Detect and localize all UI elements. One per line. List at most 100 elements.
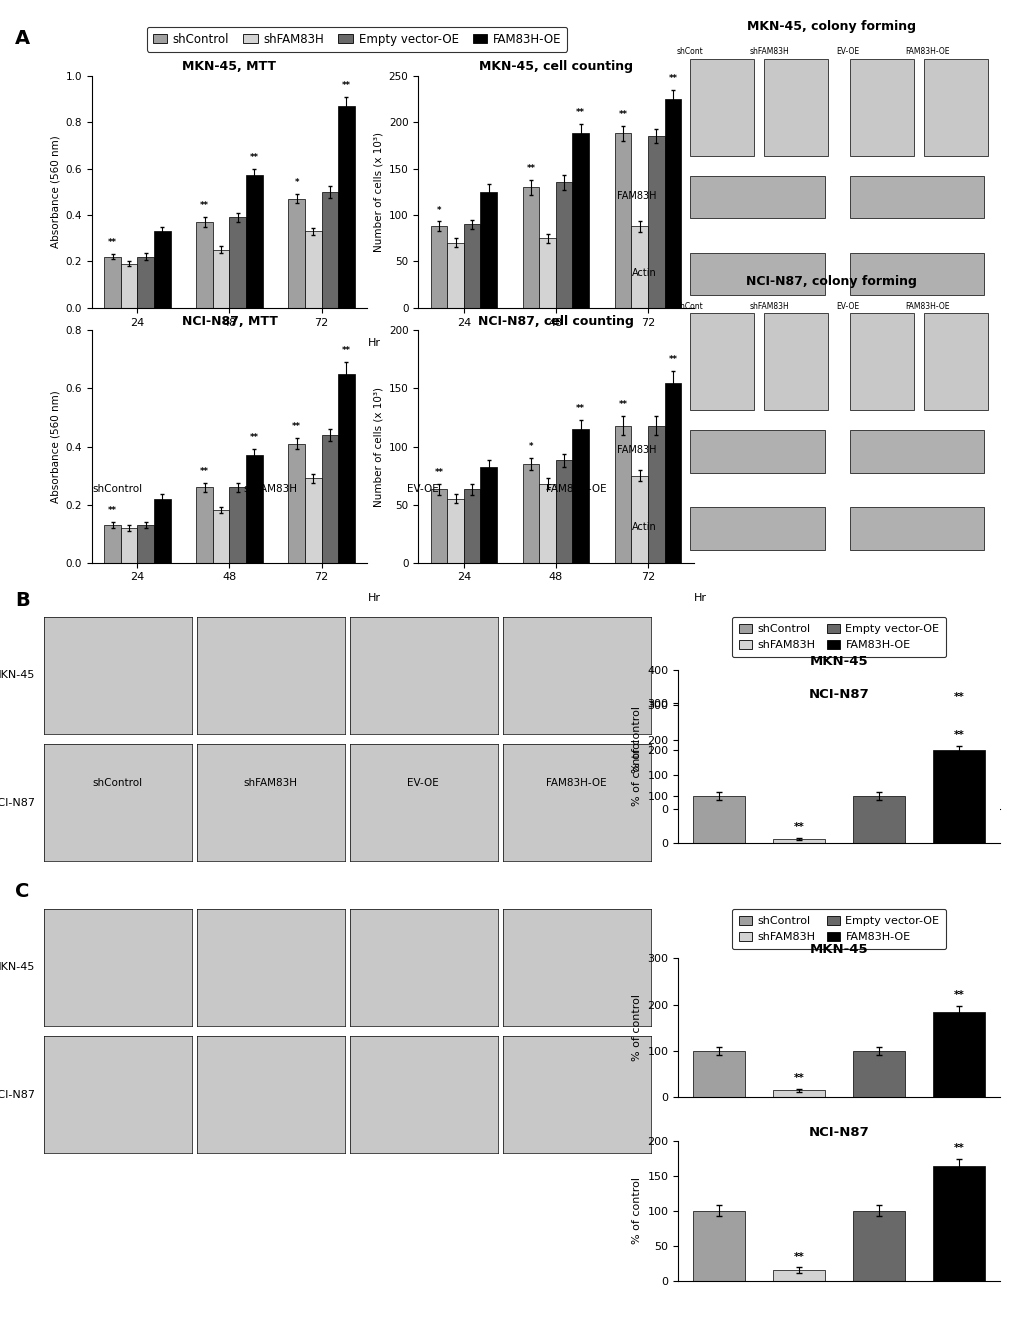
Bar [852, 1051, 904, 1097]
Text: EV-OE: EV-OE [836, 303, 859, 311]
Text: FAM83H-OE: FAM83H-OE [904, 48, 949, 56]
Bar [663, 382, 681, 563]
Y-axis label: % of control: % of control [632, 706, 641, 774]
Bar [849, 252, 983, 296]
Bar [849, 430, 983, 474]
Title: NCI-N87, cell counting: NCI-N87, cell counting [478, 314, 633, 328]
Text: **: ** [953, 1143, 963, 1153]
Legend: shControl, shFAM83H, Empty vector-OE, FAM83H-OE: shControl, shFAM83H, Empty vector-OE, FA… [147, 27, 567, 52]
Bar [932, 717, 984, 809]
Text: **: ** [793, 783, 804, 794]
Text: **: ** [200, 467, 209, 476]
Text: **: ** [793, 821, 804, 832]
Bar [447, 243, 464, 308]
Bar [647, 135, 663, 308]
Text: **: ** [434, 467, 443, 476]
Text: **: ** [291, 422, 301, 431]
Bar [932, 1011, 984, 1097]
Text: **: ** [793, 1251, 804, 1262]
Text: shFAM83H: shFAM83H [748, 48, 788, 56]
Bar [852, 1210, 904, 1281]
Text: shFAM83H: shFAM83H [244, 483, 297, 494]
Text: **: ** [250, 434, 259, 442]
Bar [849, 58, 913, 155]
Title: NCI-N87: NCI-N87 [808, 687, 868, 701]
Bar [121, 528, 138, 563]
Text: shCont: shCont [676, 48, 703, 56]
Text: **: ** [341, 346, 351, 356]
Text: MKN-45: MKN-45 [0, 670, 36, 681]
Bar [763, 58, 827, 155]
Bar [923, 313, 986, 410]
Bar [246, 455, 262, 563]
Bar [772, 800, 824, 809]
Bar [154, 499, 170, 563]
Text: MKN-45: MKN-45 [0, 962, 36, 973]
Text: EV-OE: EV-OE [407, 483, 439, 494]
Bar [430, 226, 447, 308]
Bar [523, 187, 539, 308]
Bar [337, 374, 355, 563]
Bar [689, 252, 823, 296]
Title: MKN-45, MTT: MKN-45, MTT [182, 60, 276, 73]
Bar [154, 231, 170, 308]
Bar [464, 224, 480, 308]
Bar [692, 1051, 744, 1097]
Legend: shControl, shFAM83H, Empty vector-OE, FAM83H-OE: shControl, shFAM83H, Empty vector-OE, FA… [731, 617, 946, 657]
Bar [213, 249, 229, 308]
Y-axis label: % of control: % of control [632, 1177, 641, 1245]
Y-axis label: % of control: % of control [632, 739, 641, 807]
Bar [138, 525, 154, 563]
Y-axis label: Absorbance (560 nm): Absorbance (560 nm) [50, 135, 60, 248]
Bar [337, 106, 355, 308]
Text: *: * [528, 442, 533, 451]
Text: **: ** [953, 730, 963, 740]
Title: MKN-45: MKN-45 [809, 654, 867, 667]
Bar [772, 1270, 824, 1281]
Bar [849, 175, 983, 219]
Y-axis label: % of control: % of control [632, 994, 641, 1062]
Bar [539, 484, 555, 563]
Bar [480, 467, 496, 563]
Bar [689, 58, 753, 155]
Bar [555, 182, 572, 308]
Text: *: * [436, 206, 441, 215]
Bar [852, 775, 904, 809]
Title: NCI-N87, colony forming: NCI-N87, colony forming [745, 275, 916, 288]
Bar [288, 443, 305, 563]
Bar [104, 257, 121, 308]
Bar [572, 133, 588, 308]
Bar [772, 1091, 824, 1097]
Bar [689, 430, 823, 474]
Text: C: C [15, 882, 30, 901]
Text: FAM83H-OE: FAM83H-OE [904, 303, 949, 311]
Bar [213, 511, 229, 563]
Bar [614, 133, 631, 308]
Title: NCI-N87: NCI-N87 [808, 1125, 868, 1139]
Text: B: B [15, 591, 30, 609]
Text: NCI-N87: NCI-N87 [0, 798, 36, 808]
Y-axis label: Number of cells (x 10³): Number of cells (x 10³) [373, 131, 383, 252]
Y-axis label: Absorbance (560 nm): Absorbance (560 nm) [50, 390, 60, 503]
Text: **: ** [953, 691, 963, 702]
Text: shControl: shControl [92, 483, 143, 494]
Text: EV-OE: EV-OE [836, 48, 859, 56]
Bar [631, 226, 647, 308]
Legend: shControl, shFAM83H, Empty vector-OE, FAM83H-OE: shControl, shFAM83H, Empty vector-OE, FA… [731, 909, 946, 949]
Text: **: ** [618, 401, 627, 410]
Bar [689, 175, 823, 219]
Title: MKN-45: MKN-45 [809, 942, 867, 955]
Y-axis label: Number of cells (x 10³): Number of cells (x 10³) [373, 386, 383, 507]
Bar [480, 191, 496, 308]
Text: **: ** [526, 163, 535, 173]
Text: A: A [15, 29, 31, 48]
Text: Hr: Hr [693, 338, 706, 348]
Text: *: * [294, 178, 299, 187]
Title: MKN-45, cell counting: MKN-45, cell counting [479, 60, 632, 73]
Text: **: ** [667, 356, 677, 364]
Text: Hr: Hr [367, 338, 380, 348]
Bar [305, 231, 321, 308]
Text: FAM83H-OE: FAM83H-OE [545, 483, 606, 494]
Title: MKN-45, colony forming: MKN-45, colony forming [746, 20, 915, 33]
Text: **: ** [618, 110, 627, 119]
